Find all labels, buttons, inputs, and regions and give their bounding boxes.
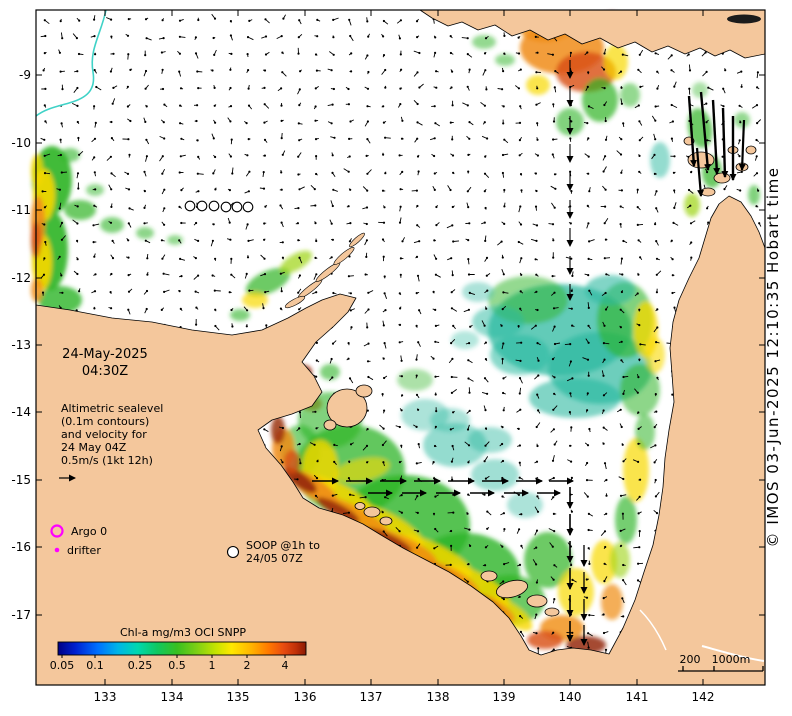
colorbar-title: Chl-a mg/m3 OCI SNPP <box>120 626 246 639</box>
lat-label: -17 <box>11 608 31 622</box>
lon-label: 142 <box>692 690 715 704</box>
mornington-islands <box>480 570 560 617</box>
argo-legend-marker <box>50 524 64 538</box>
lon-label: 133 <box>94 690 117 704</box>
credit-text: © IMOS 03-Jun-2025 12:10:35 Hobart time <box>764 167 782 548</box>
legend: Argo 0 drifter SOOP @1h to 24/05 07Z <box>50 524 320 565</box>
lat-label: -16 <box>11 540 31 554</box>
lat-label: -13 <box>11 338 31 352</box>
dark-feature-top-right <box>727 14 761 24</box>
lon-label: 140 <box>559 690 582 704</box>
sealevel-contour-highlight <box>35 9 107 117</box>
bathymetry-scale-label-1000m: 1000m <box>712 653 751 666</box>
land-mainland <box>35 195 766 686</box>
info-block: Altimetric sealevel (0.1m contours) and … <box>59 402 163 482</box>
river-line <box>701 645 765 662</box>
lon-label: 136 <box>294 690 317 704</box>
lon-axis-labels: 133 134 135 136 137 138 139 140 141 142 <box>94 690 715 704</box>
colorbar-tick-label: 0.1 <box>86 659 104 672</box>
pellew-islands <box>354 502 393 526</box>
lon-label: 139 <box>493 690 516 704</box>
info-line-5: 0.5m/s (1kt 12h) <box>61 454 153 467</box>
info-line-4: 24 May 04Z <box>61 441 127 454</box>
land-layer <box>35 9 766 686</box>
lat-label: -14 <box>11 405 31 419</box>
colorbar-tick-label: 0.05 <box>50 659 75 672</box>
lat-label: -15 <box>11 473 31 487</box>
soop-legend-label-1: SOOP @1h to <box>246 539 320 552</box>
bathymetry-scale-line <box>678 666 764 672</box>
info-line-1: Altimetric sealevel <box>61 402 163 415</box>
info-line-3: and velocity for <box>61 428 147 441</box>
lat-label: -9 <box>19 68 31 82</box>
island-groote-eylandt <box>323 384 373 431</box>
soop-track-markers <box>184 200 254 213</box>
lon-label: 134 <box>161 690 184 704</box>
info-line-2: (0.1m contours) <box>61 415 149 428</box>
drifter-legend-label: drifter <box>67 544 101 557</box>
lat-label: -10 <box>11 136 31 150</box>
colorbar-tick-label: 0.5 <box>168 659 186 672</box>
argo-legend-label: Argo 0 <box>71 525 107 538</box>
colorbar-tick-label: 1 <box>209 659 216 672</box>
time-label: 04:30Z <box>82 364 128 379</box>
colorbar-tick-label: 4 <box>282 659 289 672</box>
bathymetry-scale-label-200: 200 <box>680 653 701 666</box>
colorbar: Chl-a mg/m3 OCI SNPP 0.05 0.1 0.25 0.5 1… <box>50 626 307 672</box>
lat-label: -12 <box>11 271 31 285</box>
colorbar-gradient <box>57 641 307 656</box>
colorbar-tick-label: 0.25 <box>128 659 153 672</box>
lon-label: 138 <box>427 690 450 704</box>
river-line-2 <box>639 609 667 651</box>
drifter-legend-marker <box>54 547 60 553</box>
colorbar-tick-marks <box>61 655 286 658</box>
date-label: 24-May-2025 <box>62 347 148 362</box>
wessel-islands <box>284 232 365 309</box>
map-frame <box>35 9 766 686</box>
lon-label: 135 <box>227 690 250 704</box>
lat-axis-labels: -9 -10 -11 -12 -13 -14 -15 -16 -17 <box>11 68 31 622</box>
lon-label: 137 <box>360 690 383 704</box>
lat-label: -11 <box>11 203 31 217</box>
axis-ticks <box>36 10 765 685</box>
land-papua-new-guinea <box>419 9 766 59</box>
soop-legend-label-2: 24/05 07Z <box>246 552 303 565</box>
bathymetry-scale: 200 1000m <box>678 653 764 672</box>
lon-label: 141 <box>626 690 649 704</box>
current-arrows <box>312 60 746 646</box>
colorbar-tick-label: 2 <box>244 659 251 672</box>
soop-legend-marker <box>226 545 240 559</box>
